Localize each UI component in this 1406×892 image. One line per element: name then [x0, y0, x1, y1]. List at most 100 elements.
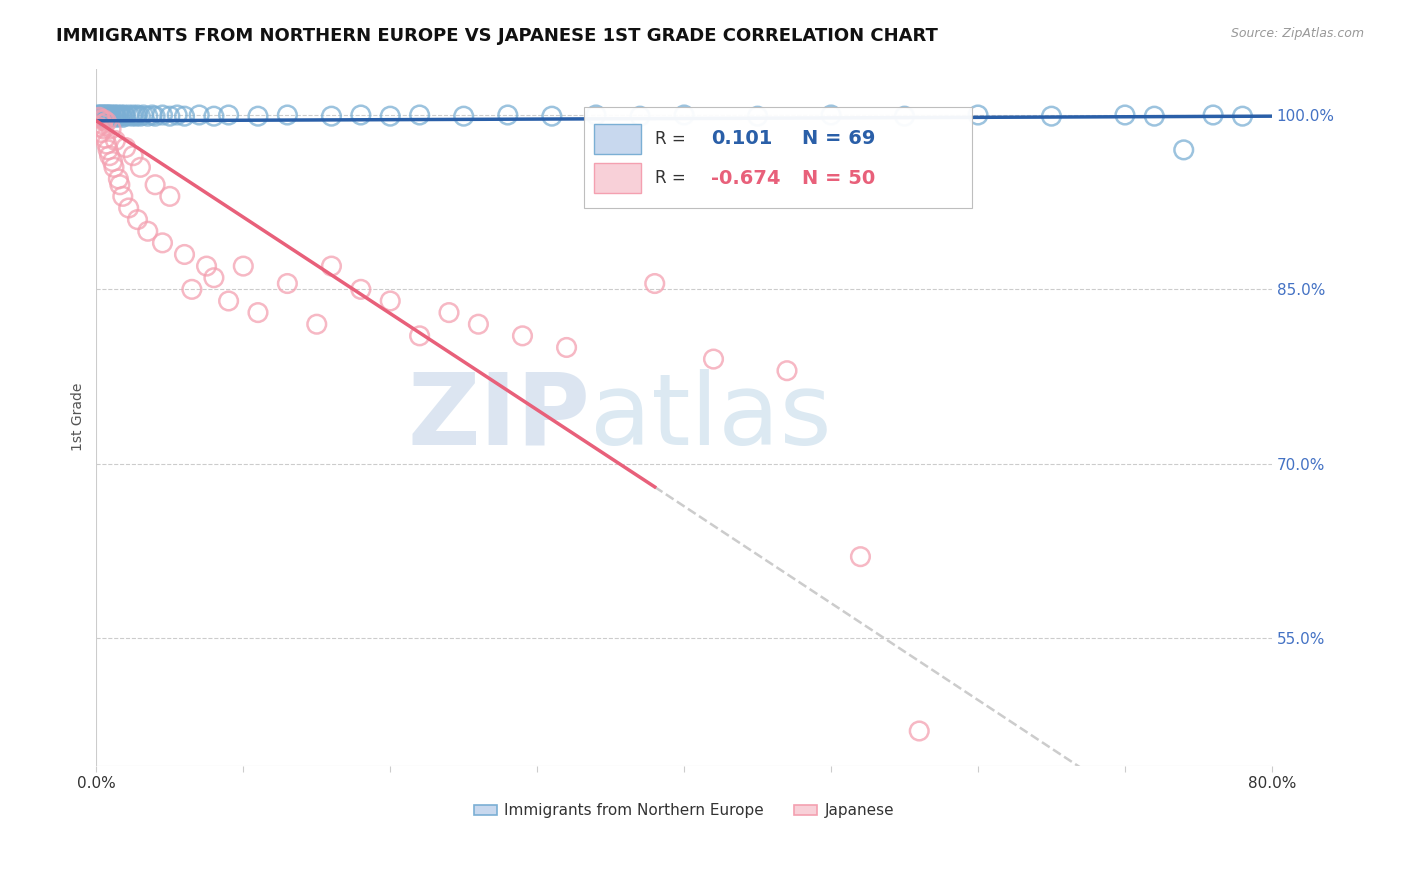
Point: [143, 109, 166, 123]
Point: [90, 125, 112, 139]
Point: [107, 172, 129, 186]
Point: [114, 140, 136, 154]
Point: [136, 224, 159, 238]
Point: [98, 108, 121, 122]
Point: [112, 108, 135, 122]
Point: [893, 109, 915, 123]
Point: [152, 108, 174, 122]
Text: IMMIGRANTS FROM NORTHERN EUROPE VS JAPANESE 1ST GRADE CORRELATION CHART: IMMIGRANTS FROM NORTHERN EUROPE VS JAPAN…: [56, 27, 938, 45]
Point: [121, 109, 143, 123]
Text: atlas: atlas: [591, 368, 832, 466]
Point: [96, 108, 118, 122]
Point: [408, 108, 430, 122]
Point: [246, 305, 269, 319]
Point: [104, 134, 127, 148]
Point: [321, 259, 343, 273]
Point: [908, 724, 931, 739]
Point: [136, 109, 159, 123]
Text: 0.101: 0.101: [711, 129, 772, 148]
Point: [96, 137, 118, 152]
Point: [104, 109, 127, 123]
Point: [159, 109, 181, 123]
Point: [305, 317, 328, 331]
Point: [118, 108, 141, 122]
Point: [152, 235, 174, 250]
Point: [673, 108, 696, 122]
Point: [127, 212, 149, 227]
FancyBboxPatch shape: [593, 163, 641, 193]
Text: R =: R =: [655, 169, 686, 187]
Point: [98, 111, 121, 125]
Point: [125, 109, 148, 123]
Point: [103, 108, 125, 122]
Legend: Immigrants from Northern Europe, Japanese: Immigrants from Northern Europe, Japanes…: [467, 797, 901, 824]
Point: [90, 108, 112, 122]
Point: [122, 108, 145, 122]
Point: [173, 247, 195, 261]
Point: [93, 109, 115, 123]
Text: N = 50: N = 50: [801, 169, 875, 187]
Text: ZIP: ZIP: [408, 368, 591, 466]
Point: [100, 109, 122, 123]
Point: [89, 111, 111, 125]
Point: [89, 111, 111, 125]
Point: [849, 549, 872, 564]
Point: [91, 117, 114, 131]
Point: [967, 108, 990, 122]
Point: [100, 122, 122, 136]
Point: [114, 109, 136, 123]
Point: [166, 108, 188, 122]
Point: [118, 201, 141, 215]
Point: [111, 189, 134, 203]
Point: [747, 109, 769, 123]
Point: [437, 305, 460, 319]
Point: [246, 109, 269, 123]
Point: [628, 109, 651, 123]
Point: [467, 317, 489, 331]
Point: [94, 131, 117, 145]
Point: [555, 341, 578, 355]
Point: [96, 111, 118, 125]
Point: [276, 108, 298, 122]
Point: [94, 108, 117, 122]
Y-axis label: 1st Grade: 1st Grade: [72, 383, 86, 451]
Point: [87, 108, 110, 122]
Point: [105, 111, 128, 125]
Point: [180, 282, 202, 296]
Point: [644, 277, 666, 291]
Point: [702, 352, 724, 367]
Point: [103, 161, 125, 175]
FancyBboxPatch shape: [593, 124, 641, 153]
Point: [350, 108, 373, 122]
Point: [585, 108, 607, 122]
Point: [93, 108, 115, 122]
Point: [541, 109, 564, 123]
Point: [93, 122, 115, 136]
Point: [97, 143, 120, 157]
Point: [110, 108, 132, 122]
Point: [108, 109, 131, 123]
Point: [141, 108, 163, 122]
Point: [218, 108, 240, 122]
Point: [87, 120, 110, 134]
Text: -0.674: -0.674: [711, 169, 780, 187]
Point: [218, 293, 240, 308]
Point: [453, 109, 475, 123]
Point: [93, 112, 115, 127]
Point: [91, 108, 114, 122]
Text: R =: R =: [655, 130, 686, 148]
Point: [129, 109, 152, 123]
Point: [101, 109, 124, 123]
Point: [408, 328, 430, 343]
Point: [1202, 108, 1225, 122]
Point: [89, 108, 111, 122]
Point: [820, 108, 842, 122]
Point: [1143, 109, 1166, 123]
Point: [1232, 109, 1254, 123]
FancyBboxPatch shape: [585, 107, 972, 208]
Point: [232, 259, 254, 273]
Point: [350, 282, 373, 296]
Point: [202, 109, 225, 123]
Point: [90, 109, 112, 123]
Text: Source: ZipAtlas.com: Source: ZipAtlas.com: [1230, 27, 1364, 40]
